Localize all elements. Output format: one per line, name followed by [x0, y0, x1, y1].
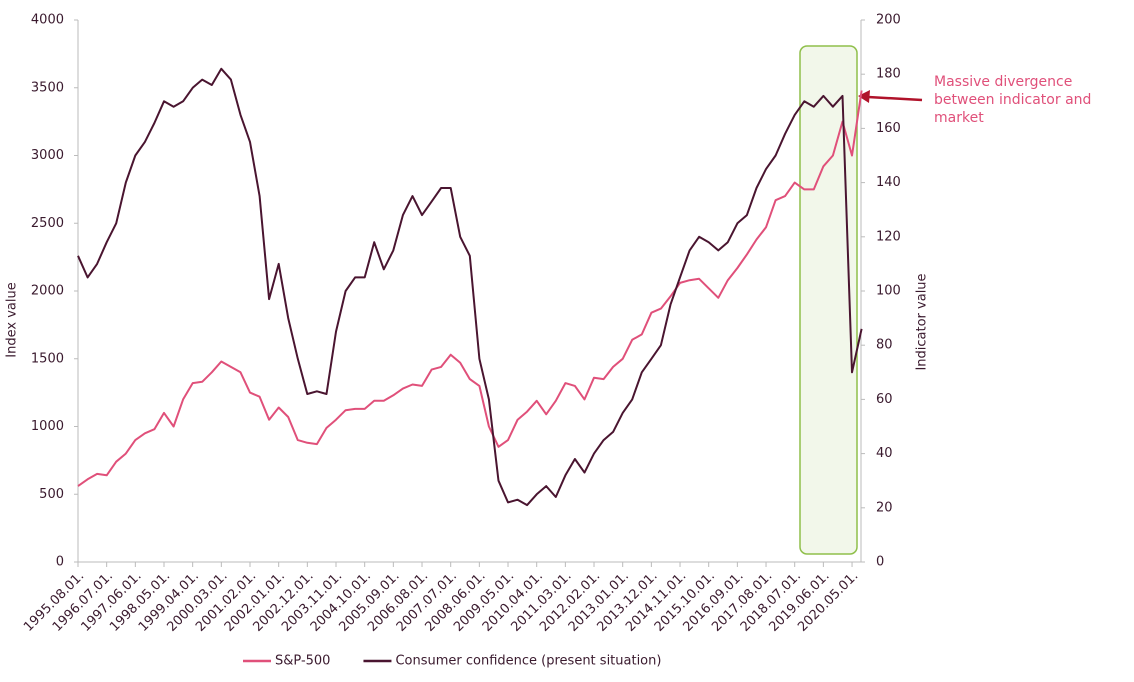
y-tick-label: 2000: [31, 284, 64, 299]
y-tick-label: 2500: [31, 216, 64, 231]
y-tick-label: 3000: [31, 148, 64, 163]
arrow-head: [858, 90, 870, 103]
y2-tick-label: 180: [876, 67, 901, 82]
y2-tick-label: 200: [876, 13, 901, 28]
y2-tick-label: 40: [876, 446, 893, 461]
y-tick-label: 4000: [31, 13, 64, 28]
annotation: Massive divergence: [934, 74, 1072, 90]
highlight-box: [799, 45, 858, 555]
series-line: [77, 67, 863, 507]
y2-tick-label: 100: [876, 284, 901, 299]
annotation: between indicator and: [934, 92, 1091, 108]
y2-axis-label: Indicator value: [915, 273, 930, 370]
y2-tick-label: 0: [876, 555, 884, 570]
y-tick-label: 500: [39, 487, 64, 502]
y-tick-label: 3500: [31, 80, 64, 95]
y2-tick-label: 20: [876, 500, 893, 515]
y2-tick-label: 160: [876, 121, 901, 136]
legend-label: Consumer confidence (present situation): [395, 654, 661, 669]
y2-tick-label: 80: [876, 338, 893, 353]
y-tick-label: 1000: [31, 419, 64, 434]
y2-tick-label: 120: [876, 229, 901, 244]
y-axis-label: Index value: [5, 282, 20, 357]
annotation: market: [934, 110, 984, 126]
y-tick-label: 1500: [31, 351, 64, 366]
annotation-arrow: [867, 95, 923, 102]
series-line: [77, 90, 863, 487]
y-tick-label: 0: [56, 555, 64, 570]
y2-tick-label: 140: [876, 175, 901, 190]
legend-label: S&P-500: [275, 654, 330, 669]
y2-tick-label: 60: [876, 392, 893, 407]
